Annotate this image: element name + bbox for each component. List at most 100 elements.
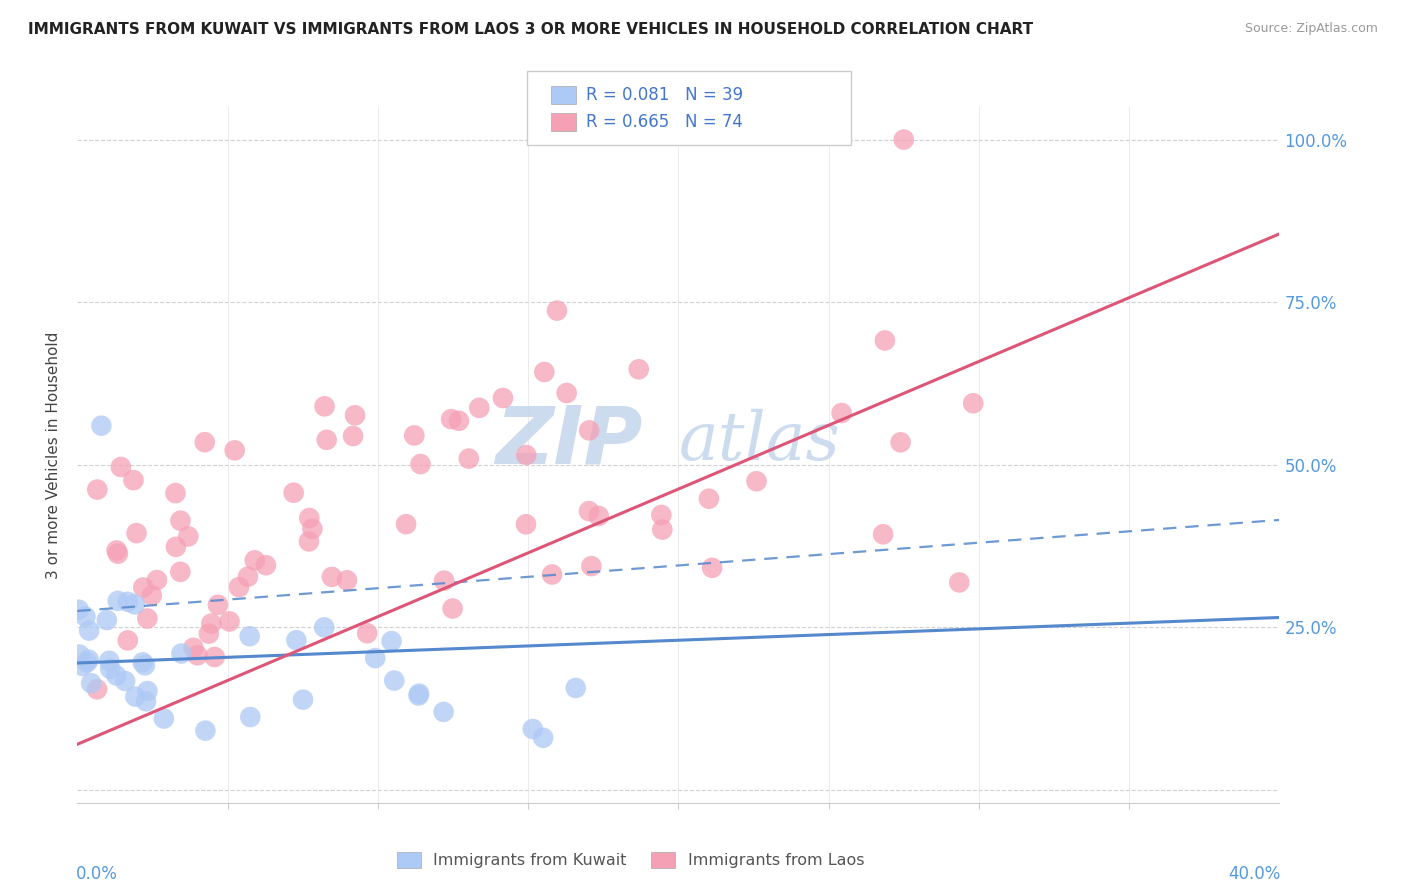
Point	[457, 451, 479, 466]
Point	[342, 429, 364, 443]
Point	[468, 401, 491, 415]
Point	[441, 601, 464, 615]
Point	[440, 412, 463, 426]
Point	[380, 634, 402, 648]
Point	[546, 303, 568, 318]
Point	[131, 656, 153, 670]
Point	[447, 414, 470, 428]
Point	[285, 633, 308, 648]
Point	[165, 486, 187, 500]
Point	[588, 508, 610, 523]
Point	[409, 457, 432, 471]
Point	[90, 418, 112, 433]
Point	[254, 558, 277, 573]
Point	[153, 711, 176, 725]
Point	[105, 668, 128, 682]
Text: Source: ZipAtlas.com: Source: ZipAtlas.com	[1244, 22, 1378, 36]
Point	[745, 475, 768, 489]
Point	[292, 692, 315, 706]
Point	[125, 526, 148, 541]
Point	[243, 553, 266, 567]
Point	[194, 435, 217, 450]
Point	[395, 517, 418, 532]
Point	[228, 580, 250, 594]
Point	[107, 547, 129, 561]
Point	[218, 615, 240, 629]
Point	[77, 653, 100, 667]
Point	[96, 613, 118, 627]
Point	[432, 705, 454, 719]
Point	[86, 483, 108, 497]
Point	[224, 443, 246, 458]
Point	[117, 595, 139, 609]
Point	[700, 561, 723, 575]
Point	[165, 540, 187, 554]
Text: R = 0.665   N = 74: R = 0.665 N = 74	[586, 113, 744, 131]
Point	[404, 428, 426, 442]
Legend: Immigrants from Kuwait, Immigrants from Laos: Immigrants from Kuwait, Immigrants from …	[391, 846, 870, 875]
Point	[134, 658, 156, 673]
Text: 0.0%: 0.0%	[76, 865, 118, 883]
Y-axis label: 3 or more Vehicles in Household: 3 or more Vehicles in Household	[46, 331, 62, 579]
Point	[194, 723, 217, 738]
Point	[315, 433, 337, 447]
Point	[364, 651, 387, 665]
Point	[948, 575, 970, 590]
Point	[301, 522, 323, 536]
Point	[578, 504, 600, 518]
Point	[80, 676, 103, 690]
Point	[122, 473, 145, 487]
Point	[541, 567, 564, 582]
Point	[98, 662, 121, 676]
Point	[110, 460, 132, 475]
Point	[239, 629, 262, 643]
Text: R = 0.081   N = 39: R = 0.081 N = 39	[586, 87, 744, 104]
Point	[515, 517, 537, 532]
Point	[962, 396, 984, 410]
Point	[136, 684, 159, 698]
Text: 40.0%: 40.0%	[1229, 865, 1281, 883]
Point	[433, 574, 456, 588]
Point	[492, 391, 515, 405]
Point	[146, 573, 169, 587]
Point	[298, 534, 321, 549]
Point	[105, 543, 128, 558]
Point	[114, 674, 136, 689]
Point	[578, 423, 600, 437]
Point	[135, 694, 157, 708]
Point	[70, 658, 93, 673]
Point	[132, 581, 155, 595]
Text: atlas: atlas	[679, 409, 841, 474]
Point	[186, 648, 208, 663]
Point	[136, 611, 159, 625]
Point	[298, 511, 321, 525]
Point	[169, 565, 191, 579]
Point	[124, 598, 146, 612]
Point	[117, 633, 139, 648]
Point	[531, 731, 554, 745]
Point	[627, 362, 650, 376]
Point	[336, 574, 359, 588]
Point	[67, 602, 90, 616]
Point	[283, 485, 305, 500]
Point	[198, 626, 221, 640]
Point	[107, 594, 129, 608]
Point	[515, 448, 537, 462]
Point	[124, 690, 146, 704]
Point	[890, 435, 912, 450]
Point	[382, 673, 405, 688]
Point	[651, 523, 673, 537]
Point	[98, 654, 121, 668]
Text: IMMIGRANTS FROM KUWAIT VS IMMIGRANTS FROM LAOS 3 OR MORE VEHICLES IN HOUSEHOLD C: IMMIGRANTS FROM KUWAIT VS IMMIGRANTS FRO…	[28, 22, 1033, 37]
Point	[873, 334, 896, 348]
Point	[141, 588, 163, 602]
Point	[872, 527, 894, 541]
Point	[564, 681, 586, 695]
Point	[314, 620, 336, 634]
Point	[343, 409, 366, 423]
Text: ZIP: ZIP	[495, 402, 643, 480]
Point	[86, 682, 108, 697]
Point	[239, 710, 262, 724]
Point	[204, 650, 226, 665]
Point	[581, 559, 603, 574]
